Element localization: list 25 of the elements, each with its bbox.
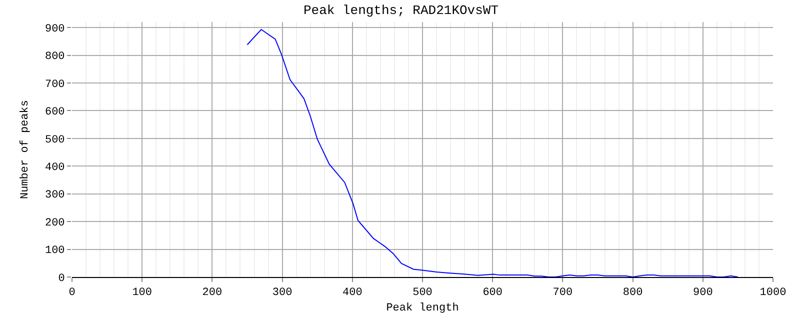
y-tick-label: 100 [44, 245, 65, 258]
y-tick-label: 200 [44, 217, 65, 230]
y-tick-label: 400 [44, 162, 65, 174]
y-axis-title: Number of peaks [20, 100, 32, 200]
x-tick-label: 700 [552, 287, 573, 300]
y-tick-label: 800 [44, 51, 65, 64]
x-tick-label: 600 [482, 287, 503, 300]
x-tick-label: 500 [412, 287, 432, 300]
y-tick-label: 600 [44, 106, 65, 119]
x-tick-label: 1000 [760, 287, 786, 300]
x-tick-label: 400 [342, 287, 362, 300]
x-tick-label: 200 [202, 287, 222, 300]
line-series [246, 28, 738, 277]
y-tick-label: 0 [58, 272, 65, 285]
x-tick-label: 0 [68, 287, 76, 300]
x-tick-label: 100 [132, 287, 152, 300]
x-tick-label: 900 [692, 287, 713, 300]
chart-title: Peak lengths; RAD21KOvsWT [303, 3, 499, 18]
y-tick-label: 500 [44, 134, 65, 146]
x-tick-label: 800 [622, 287, 643, 300]
y-tick-label: 700 [44, 78, 65, 91]
y-tick-label: 300 [44, 190, 65, 202]
x-tick-label: 300 [272, 287, 292, 300]
x-axis-title: Peak length [386, 302, 459, 314]
y-tick-label: 900 [44, 23, 65, 36]
